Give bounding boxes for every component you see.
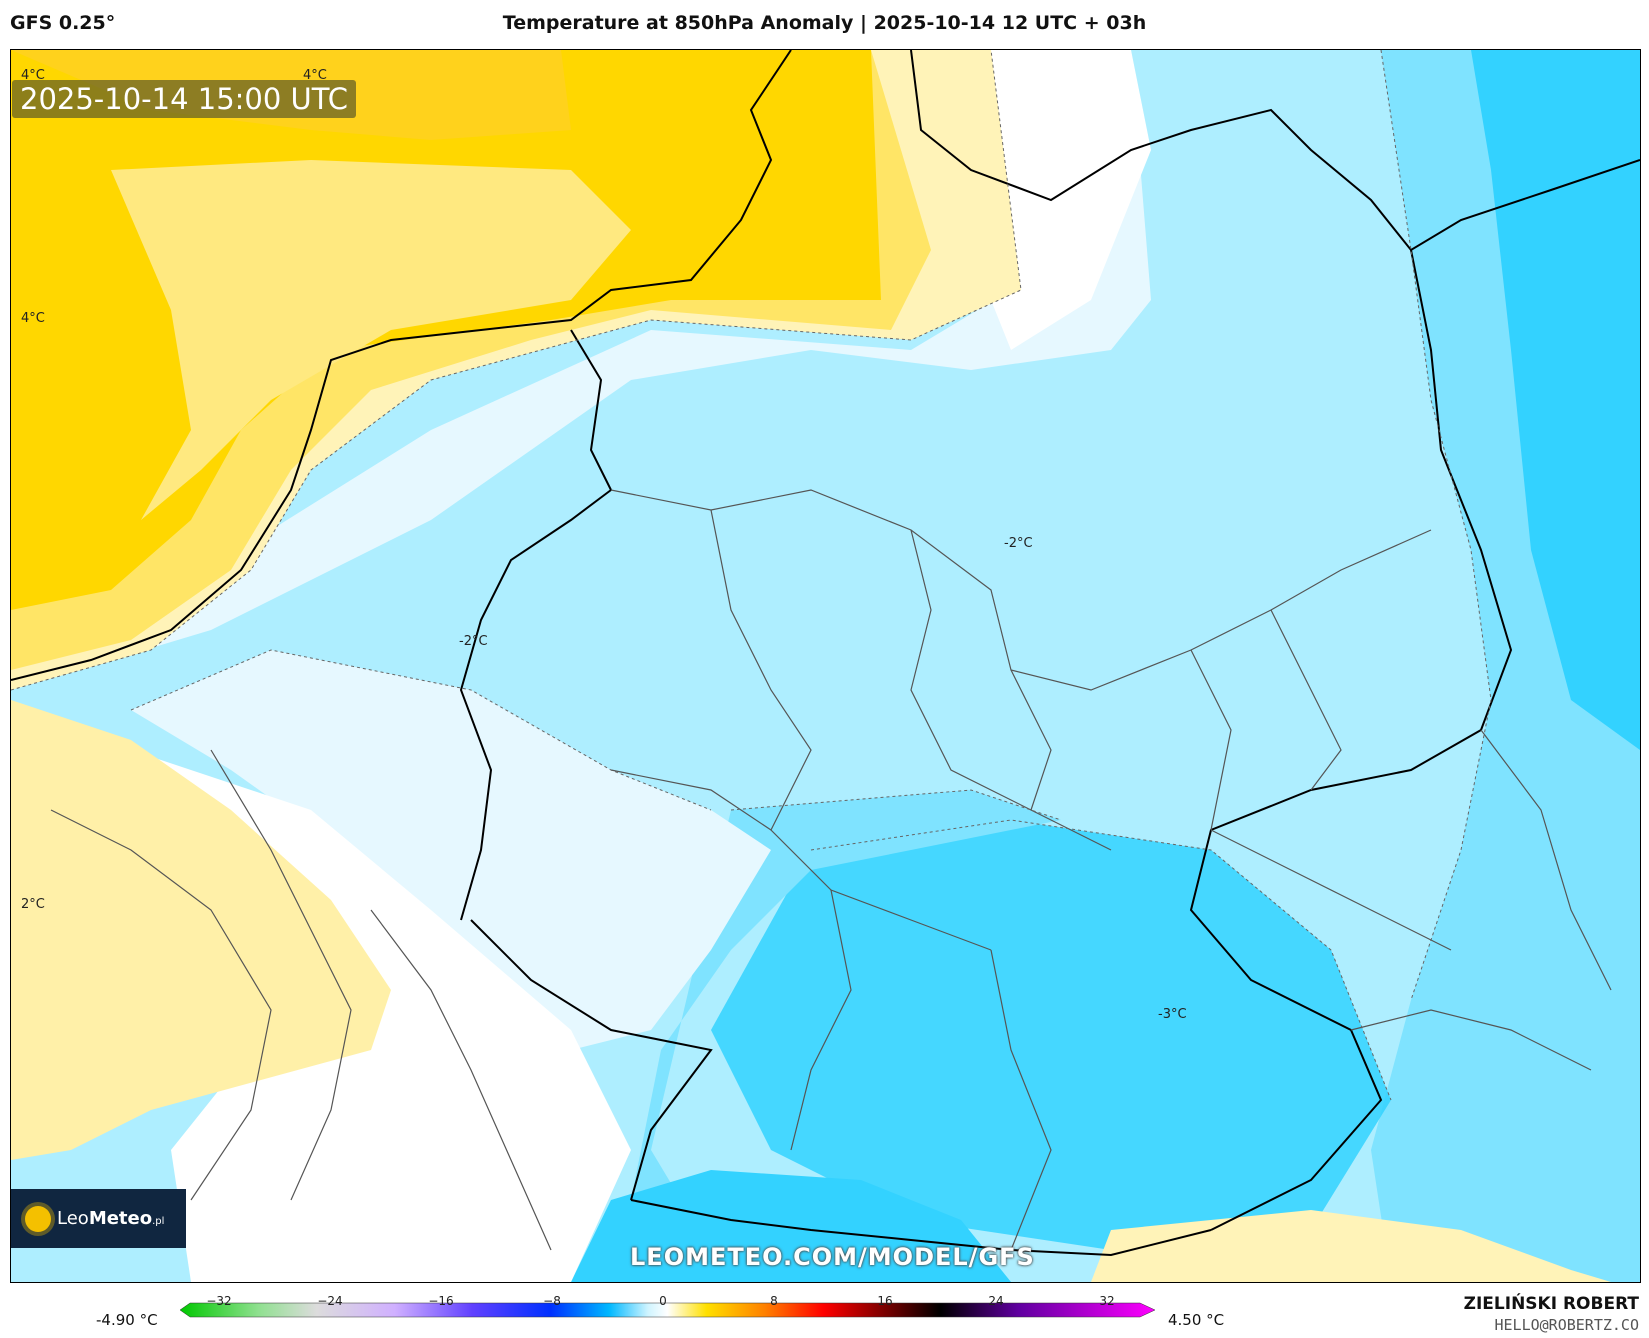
anomaly-map: 4°C 4°C 4°C 2°C -2°C -2°C -3°C — [11, 50, 1640, 1282]
contour-label: -2°C — [1004, 536, 1033, 551]
warm-patch-se — [1091, 1210, 1611, 1282]
cool-alps — [571, 1170, 1011, 1282]
contour-label: 4°C — [21, 68, 45, 83]
legend-tick: −32 — [206, 1294, 232, 1308]
valid-time-badge: 2025-10-14 15:00 UTC — [12, 80, 357, 118]
cool-strongest-east — [1471, 50, 1640, 750]
color-scale-bar — [179, 1302, 1156, 1318]
legend-tick: 8 — [770, 1294, 778, 1308]
cool-strong-south — [711, 820, 1391, 1250]
warm-southwest — [11, 700, 391, 1160]
legend-tick: −8 — [543, 1294, 561, 1308]
legend-tick: −24 — [317, 1294, 343, 1308]
author-email[interactable]: HELLO@ROBERTZ.CO — [1494, 1316, 1640, 1334]
cool-light-band — [11, 50, 1151, 690]
legend-tick: 24 — [988, 1294, 1004, 1308]
contour-label: -2°C — [459, 634, 488, 649]
watermark-url[interactable]: LEOMETEO.COM/MODEL/GFS — [630, 1243, 1035, 1271]
chart-title: Temperature at 850hPa Anomaly | 2025-10-… — [502, 12, 1147, 34]
logo-text: LeoMeteo.pl — [57, 1208, 165, 1229]
legend-tick: 0 — [659, 1294, 667, 1308]
legend-min-label: -4.90 °C — [96, 1311, 158, 1329]
isotherm-lines — [11, 50, 1492, 1101]
contour-label: 4°C — [303, 68, 327, 83]
legend-tick: 32 — [1099, 1294, 1115, 1308]
map-area[interactable]: 4°C 4°C 4°C 2°C -2°C -2°C -3°C — [10, 49, 1641, 1283]
cool-light-west — [131, 650, 771, 1050]
leometeo-logo[interactable]: LeoMeteo.pl — [11, 1189, 186, 1248]
legend-tick: −16 — [428, 1294, 454, 1308]
author-name: ZIELIŃSKI ROBERT — [1463, 1294, 1639, 1314]
contour-label: -3°C — [1158, 1007, 1187, 1022]
warm-pale-band — [111, 160, 631, 520]
legend-max-label: 4.50 °C — [1168, 1311, 1225, 1329]
sun-icon — [25, 1205, 51, 1232]
legend-tick: 16 — [877, 1294, 893, 1308]
internal-borders — [50, 489, 1612, 1251]
model-label: GFS 0.25° — [10, 12, 116, 34]
contour-label: 2°C — [21, 897, 45, 912]
contour-label: 4°C — [21, 311, 45, 326]
